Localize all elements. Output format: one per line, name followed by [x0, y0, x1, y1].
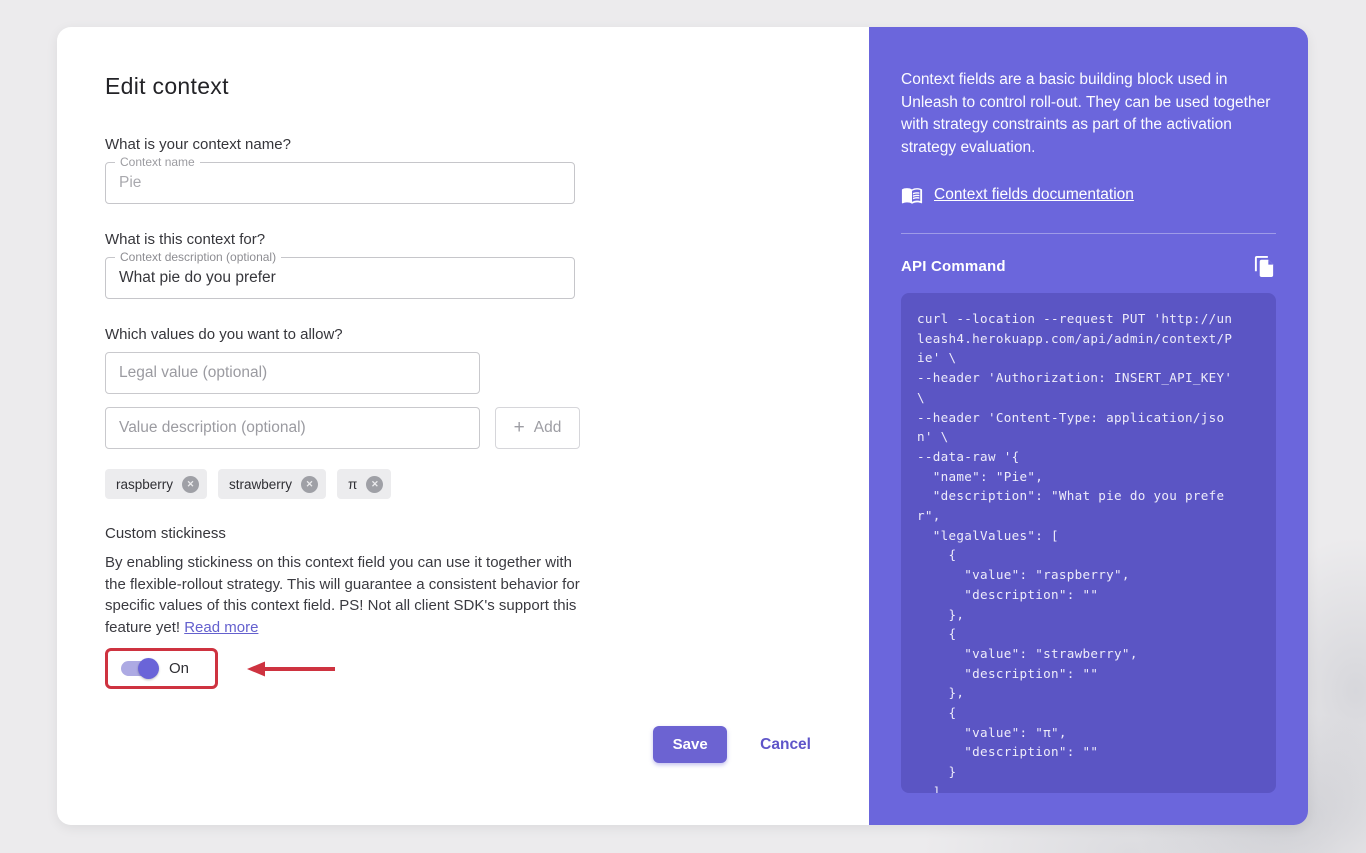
- context-name-field[interactable]: Context name: [105, 155, 575, 204]
- save-button[interactable]: Save: [653, 726, 728, 763]
- api-command-code-block: curl --location --request PUT 'http://un…: [901, 293, 1276, 793]
- chip-label: π: [348, 476, 358, 492]
- chip-remove-icon[interactable]: [301, 475, 319, 493]
- api-command-code: curl --location --request PUT 'http://un…: [917, 311, 1233, 793]
- annotation-highlight-box: On: [105, 648, 219, 689]
- chip-pi: π: [337, 469, 392, 499]
- docs-link-row: Context fields documentation: [901, 184, 1276, 206]
- context-fields-documentation-link[interactable]: Context fields documentation: [934, 186, 1134, 203]
- chip-raspberry: raspberry: [105, 469, 208, 499]
- api-command-heading: API Command: [901, 258, 1006, 275]
- chip-remove-icon[interactable]: [366, 475, 384, 493]
- book-icon: [901, 188, 923, 204]
- sidebar-intro-text: Context fields are a basic building bloc…: [901, 71, 1271, 156]
- context-description-input[interactable]: [119, 269, 561, 287]
- sidebar-divider: [901, 233, 1276, 234]
- add-value-button[interactable]: Add: [495, 407, 580, 449]
- context-description-field[interactable]: Context description (optional): [105, 250, 575, 299]
- chip-strawberry: strawberry: [218, 469, 327, 499]
- annotation-arrow-icon: [247, 661, 336, 676]
- custom-stickiness-text: By enabling stickiness on this context f…: [105, 554, 580, 636]
- legal-values-question: Which values do you want to allow?: [105, 326, 343, 343]
- custom-stickiness-heading: Custom stickiness: [105, 525, 226, 542]
- toggle-state-label: On: [169, 660, 190, 677]
- legal-values-section: Add: [105, 352, 869, 449]
- cancel-button[interactable]: Cancel: [760, 735, 811, 753]
- chip-label: raspberry: [116, 476, 174, 492]
- edit-context-modal: Edit context What is your context name? …: [57, 27, 1308, 825]
- page-title: Edit context: [105, 73, 229, 99]
- chip-remove-icon[interactable]: [182, 475, 200, 493]
- legal-value-chips: raspberry strawberry π: [105, 469, 869, 499]
- api-command-row: API Command: [901, 255, 1276, 278]
- form-actions: Save Cancel: [653, 726, 811, 763]
- stickiness-toggle-area: On: [105, 648, 869, 689]
- stickiness-toggle[interactable]: [121, 658, 159, 679]
- plus-icon: [514, 418, 525, 438]
- context-description-field-label: Context description (optional): [115, 250, 282, 264]
- context-name-input[interactable]: [119, 174, 561, 192]
- context-name-field-label: Context name: [115, 155, 200, 169]
- chip-label: strawberry: [229, 476, 293, 492]
- read-more-link[interactable]: Read more: [184, 618, 259, 636]
- add-value-button-label: Add: [533, 419, 562, 436]
- info-sidebar: Context fields are a basic building bloc…: [869, 27, 1308, 825]
- custom-stickiness-description: By enabling stickiness on this context f…: [105, 552, 583, 638]
- value-description-input[interactable]: [105, 407, 480, 449]
- copy-button[interactable]: [1253, 255, 1276, 278]
- context-description-question: What is this context for?: [105, 231, 266, 248]
- toggle-thumb: [138, 658, 159, 679]
- legal-value-input[interactable]: [105, 352, 480, 394]
- copy-icon: [1254, 255, 1274, 278]
- context-name-question: What is your context name?: [105, 136, 291, 153]
- form-pane: Edit context What is your context name? …: [57, 27, 869, 825]
